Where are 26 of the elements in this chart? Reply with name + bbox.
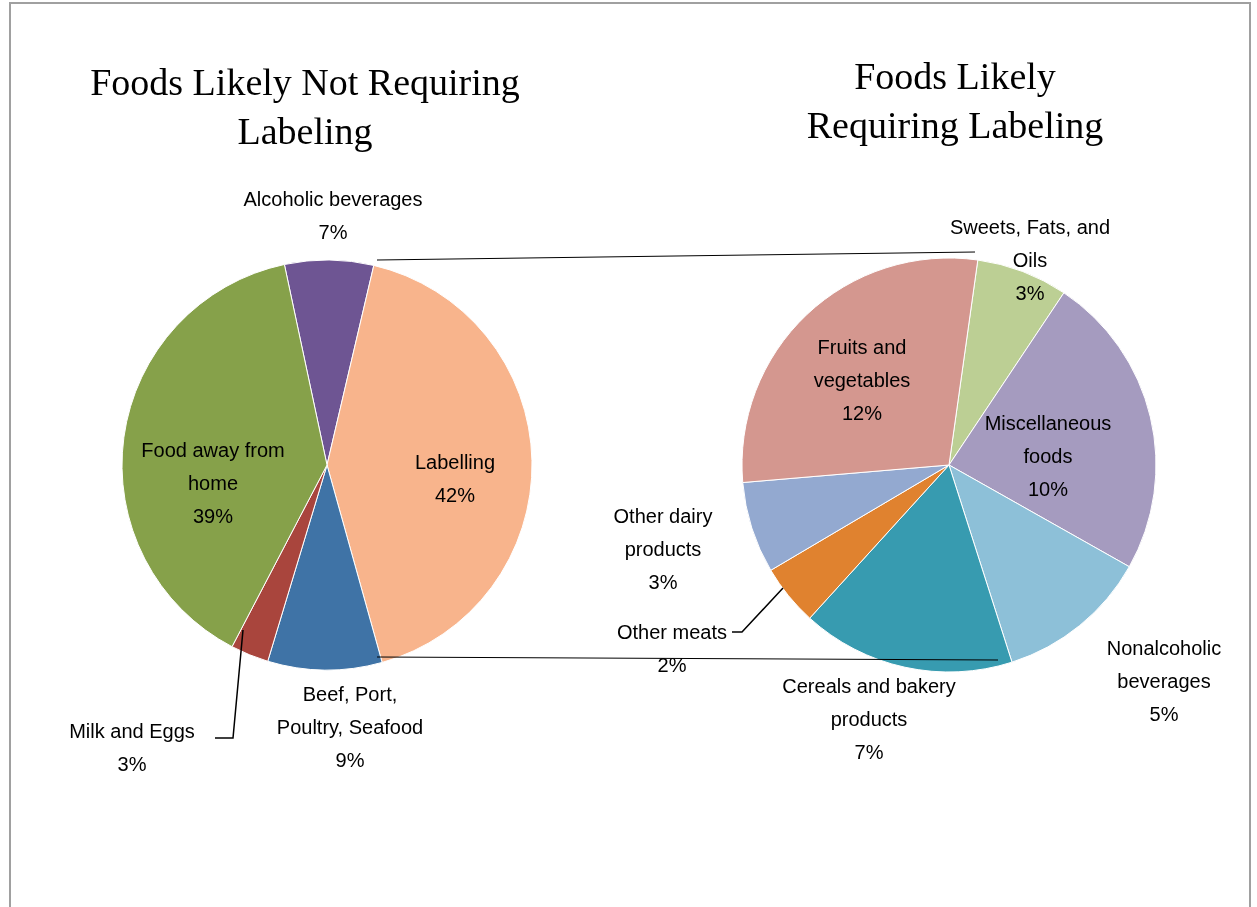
data-label: 7% [318,221,348,243]
slice-label: Miscellaneous foods [984,412,1112,467]
data-label: 12% [841,402,883,424]
data-label: 3% [1015,282,1045,304]
slice-label: Food away from home [141,439,285,494]
chart-title: Foods Likely Requiring Labeling [805,54,1105,148]
slice-label: Other meats [616,621,728,643]
slice-label: Nonalcoholic beverages [1106,637,1222,692]
slice-label: Sweets, Fats, and Oils [949,216,1111,271]
data-label: 3% [648,571,678,593]
data-label: 9% [335,749,365,771]
data-label: 3% [117,753,147,775]
slice-label: Labelling [414,451,496,473]
chart-title: Foods Likely Not Requiring Labeling [89,60,521,154]
data-label: 10% [1027,478,1069,500]
slice-label: Alcoholic beverages [243,188,423,210]
data-label: 39% [192,505,234,527]
slice-label: Fruits and vegetables [813,336,911,391]
slice-label: Milk and Eggs [69,720,195,742]
slice-label: Other dairy products [613,505,713,560]
slice-label: Cereals and bakery products [782,675,956,730]
data-label: 42% [434,484,476,506]
slice-label: Beef, Port, Poultry, Seafood [276,683,424,738]
data-label: 2% [657,654,687,676]
data-label: 7% [854,741,884,763]
data-label: 5% [1149,703,1179,725]
